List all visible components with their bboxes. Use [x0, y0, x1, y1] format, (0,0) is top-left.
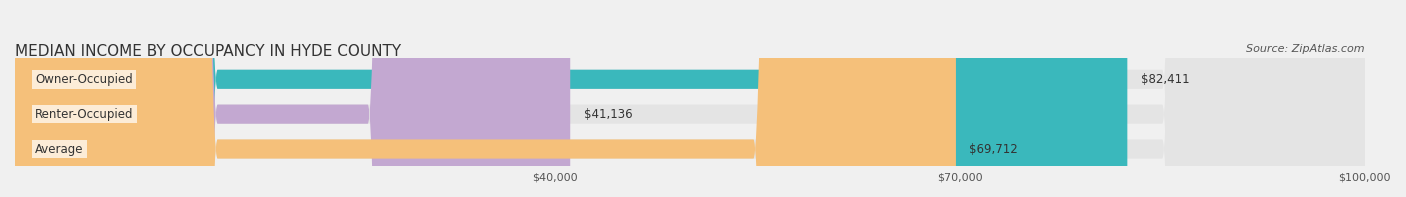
FancyBboxPatch shape — [15, 0, 1365, 197]
Text: $82,411: $82,411 — [1140, 73, 1189, 86]
FancyBboxPatch shape — [15, 0, 1365, 197]
Text: Source: ZipAtlas.com: Source: ZipAtlas.com — [1246, 44, 1365, 54]
FancyBboxPatch shape — [15, 0, 1128, 197]
Text: $41,136: $41,136 — [583, 108, 633, 121]
Text: Average: Average — [35, 142, 84, 155]
FancyBboxPatch shape — [15, 0, 1365, 197]
FancyBboxPatch shape — [15, 0, 571, 197]
Text: $69,712: $69,712 — [969, 142, 1018, 155]
FancyBboxPatch shape — [15, 0, 956, 197]
Text: Owner-Occupied: Owner-Occupied — [35, 73, 134, 86]
Text: Renter-Occupied: Renter-Occupied — [35, 108, 134, 121]
Text: MEDIAN INCOME BY OCCUPANCY IN HYDE COUNTY: MEDIAN INCOME BY OCCUPANCY IN HYDE COUNT… — [15, 44, 401, 59]
